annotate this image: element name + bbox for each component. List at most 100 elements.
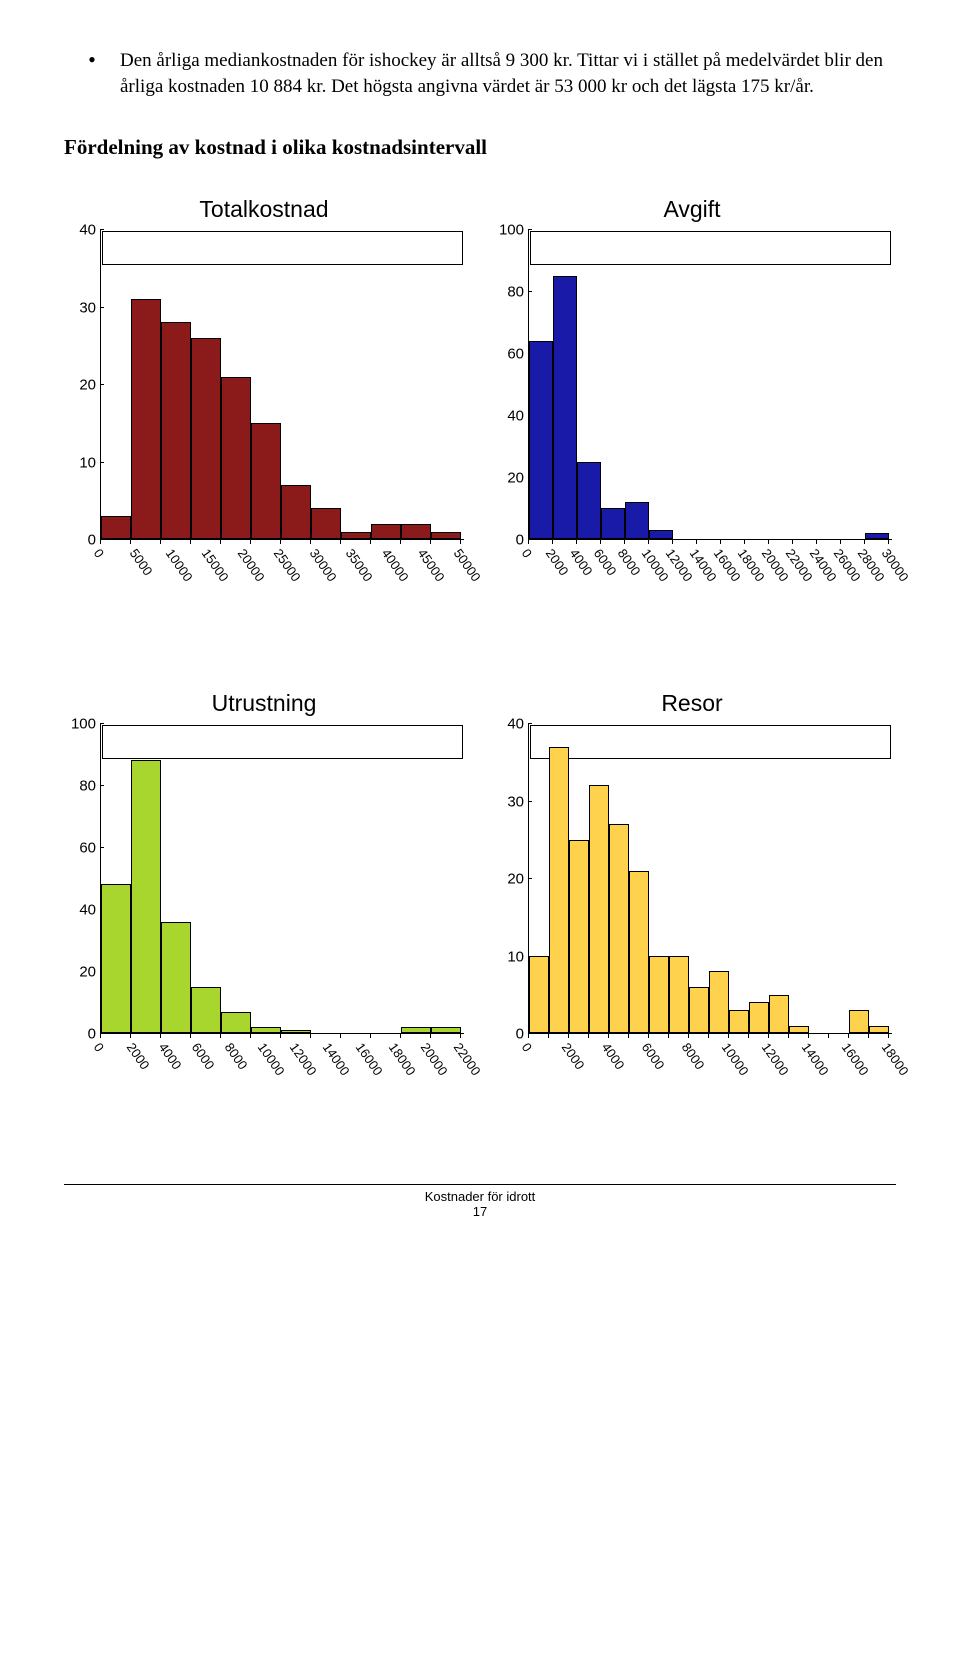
x-tick-mark <box>250 540 251 544</box>
x-tick-label: 4000 <box>156 1040 185 1072</box>
x-tick-mark <box>310 540 311 544</box>
x-tick-mark <box>888 1034 889 1038</box>
bar <box>191 987 221 1034</box>
chart-utrustning: Utrustning020406080100020004000600080001… <box>64 690 464 1094</box>
x-tick-mark <box>340 1034 341 1038</box>
chart-resor: Resor01020304002000400060008000100001200… <box>492 690 892 1094</box>
x-tick-mark <box>430 540 431 544</box>
x-axis: 0500010000150002000025000300003500040000… <box>100 540 460 600</box>
x-tick-label: 30000 <box>879 546 912 584</box>
x-tick-mark <box>728 1034 729 1038</box>
y-tick-label: 0 <box>88 1026 96 1043</box>
x-tick-label: 25000 <box>271 546 304 584</box>
x-tick-mark <box>888 540 889 544</box>
x-tick-mark <box>688 1034 689 1038</box>
bar <box>649 956 669 1034</box>
x-tick-mark <box>608 1034 609 1038</box>
y-tick-label: 30 <box>79 299 96 316</box>
x-tick-label: 45000 <box>415 546 448 584</box>
bar <box>869 1026 889 1034</box>
plot-area <box>528 230 892 540</box>
y-tick-label: 40 <box>79 902 96 919</box>
bar <box>649 530 673 539</box>
x-tick-mark <box>310 1034 311 1038</box>
bar <box>529 341 553 539</box>
x-tick-label: 2000 <box>123 1040 152 1072</box>
x-tick-mark <box>868 1034 869 1038</box>
plot-wrap: 010203040 <box>492 724 892 1034</box>
x-tick-mark <box>648 1034 649 1038</box>
x-tick-mark <box>552 540 553 544</box>
footer-divider <box>64 1184 896 1185</box>
x-tick-label: 10000 <box>719 1040 752 1078</box>
x-tick-mark <box>100 540 101 544</box>
x-tick-mark <box>250 1034 251 1038</box>
x-tick-mark <box>720 540 721 544</box>
y-tick-label: 20 <box>79 377 96 394</box>
x-tick-mark <box>768 540 769 544</box>
plot-area <box>100 230 464 540</box>
chart-avgift: Avgift0204060801000200040006000800010000… <box>492 196 892 600</box>
x-tick-mark <box>816 540 817 544</box>
y-tick-label: 80 <box>79 778 96 795</box>
x-tick-mark <box>400 1034 401 1038</box>
y-tick-label: 20 <box>79 964 96 981</box>
x-tick-label: 10000 <box>163 546 196 584</box>
bar <box>161 922 191 1034</box>
bar <box>281 1030 311 1033</box>
bar <box>251 1027 281 1033</box>
x-tick-label: 2000 <box>559 1040 588 1072</box>
bar <box>251 423 281 539</box>
y-tick-label: 100 <box>499 222 524 239</box>
footer-page: 17 <box>64 1204 896 1219</box>
x-tick-label: 10000 <box>254 1040 287 1078</box>
x-tick-label: 18000 <box>879 1040 912 1078</box>
x-tick-mark <box>400 540 401 544</box>
chart-title: Avgift <box>492 196 892 226</box>
bar <box>371 524 401 540</box>
bar <box>401 1027 431 1033</box>
y-tick-label: 0 <box>516 532 524 549</box>
x-tick-mark <box>220 540 221 544</box>
x-tick-mark <box>744 540 745 544</box>
x-tick-mark <box>340 540 341 544</box>
x-tick-mark <box>220 1034 221 1038</box>
section-title: Fördelning av kostnad i olika kostnadsin… <box>64 135 896 160</box>
x-tick-label: 5000 <box>127 546 156 578</box>
x-tick-mark <box>548 1034 549 1038</box>
y-tick-label: 100 <box>71 716 96 733</box>
bar <box>191 338 221 540</box>
chart-totalkostnad: Totalkostnad0102030400500010000150002000… <box>64 196 464 600</box>
x-tick-label: 12000 <box>287 1040 320 1078</box>
bar <box>221 377 251 540</box>
bar <box>569 840 589 1034</box>
bar <box>689 987 709 1034</box>
plot-wrap: 010203040 <box>64 230 464 540</box>
x-tick-mark <box>748 1034 749 1038</box>
x-tick-label: 8000 <box>222 1040 251 1072</box>
bar <box>609 824 629 1033</box>
x-tick-label: 6000 <box>591 546 620 578</box>
x-tick-mark <box>668 1034 669 1038</box>
title-frame <box>102 725 463 759</box>
x-tick-label: 14000 <box>320 1040 353 1078</box>
bar <box>431 532 461 540</box>
chart-title: Totalkostnad <box>64 196 464 226</box>
x-tick-mark <box>370 1034 371 1038</box>
x-tick-label: 20000 <box>418 1040 451 1078</box>
bullet-text: Den årliga mediankostnaden för ishockey … <box>120 48 896 99</box>
bar <box>769 995 789 1034</box>
bar <box>529 956 549 1034</box>
bar <box>161 322 191 539</box>
x-tick-label: 16000 <box>839 1040 872 1078</box>
x-tick-mark <box>160 1034 161 1038</box>
x-tick-label: 4000 <box>599 1040 628 1072</box>
page-footer: Kostnader för idrott 17 <box>64 1184 896 1219</box>
bar <box>431 1027 461 1033</box>
title-frame <box>530 725 891 759</box>
x-tick-label: 40000 <box>379 546 412 584</box>
x-tick-mark <box>460 1034 461 1038</box>
x-tick-mark <box>808 1034 809 1038</box>
y-axis: 020406080100 <box>492 230 528 540</box>
y-tick-label: 60 <box>507 346 524 363</box>
